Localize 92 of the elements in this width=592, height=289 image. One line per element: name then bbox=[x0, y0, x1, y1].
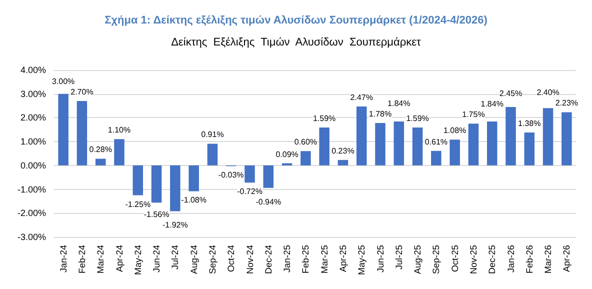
data-label: 0.91% bbox=[201, 130, 224, 140]
x-tick-label: Jan-25 bbox=[282, 245, 292, 273]
data-label: -0.94% bbox=[256, 198, 282, 207]
y-tick-label: 2.00% bbox=[20, 112, 46, 123]
bar bbox=[244, 165, 255, 183]
bar bbox=[151, 165, 162, 203]
y-tick-label: -3.00% bbox=[17, 232, 46, 242]
x-tick-label: Aug-25 bbox=[412, 245, 423, 274]
bar bbox=[524, 132, 535, 166]
bar bbox=[114, 139, 124, 166]
x-tick-label: Jan-24 bbox=[58, 245, 68, 273]
x-tick-label: Sep-24 bbox=[207, 245, 218, 274]
y-tick-label: 3.00% bbox=[20, 88, 46, 99]
data-label: 0.23% bbox=[332, 146, 354, 156]
data-label: 1.75% bbox=[462, 110, 485, 120]
bar bbox=[58, 94, 68, 166]
bar bbox=[486, 122, 498, 166]
chart-subtitle: Δείκτης Εξέλιξης Τιμών Αλυσίδων Σουπερμάρκετ bbox=[171, 36, 422, 48]
data-label: 2.40% bbox=[536, 88, 560, 98]
x-tick-label: Sep-25 bbox=[431, 245, 442, 274]
data-label: 0.28% bbox=[89, 145, 112, 154]
data-label: -1.08% bbox=[181, 196, 206, 205]
data-label: 0.61% bbox=[424, 137, 448, 146]
data-label: 1.08% bbox=[443, 126, 466, 136]
x-tick-label: Aug-24 bbox=[188, 245, 199, 274]
x-tick-label: Jul-24 bbox=[170, 245, 180, 270]
bar bbox=[95, 158, 106, 166]
data-label: 2.70% bbox=[70, 88, 94, 97]
x-tick-label: Nov-24 bbox=[244, 245, 255, 274]
data-label: -1.92% bbox=[162, 220, 188, 230]
x-tick-label: Feb-24 bbox=[76, 245, 87, 274]
x-tick-label: Feb-25 bbox=[300, 245, 311, 274]
data-label: 1.10% bbox=[108, 126, 131, 135]
bar bbox=[300, 151, 311, 166]
data-label: 2.47% bbox=[350, 93, 373, 102]
x-tick-label: Nov-25 bbox=[468, 245, 478, 274]
y-tick-label: -1.00% bbox=[17, 184, 46, 194]
data-label: -1.25% bbox=[125, 200, 151, 209]
x-tick-label: Oct-24 bbox=[226, 245, 236, 272]
data-label: -0.72% bbox=[237, 187, 262, 196]
data-label: 1.59% bbox=[406, 114, 429, 123]
data-label: 0.09% bbox=[276, 150, 298, 159]
x-tick-label: May-25 bbox=[356, 245, 367, 276]
y-tick-label: -2.00% bbox=[17, 208, 46, 218]
bar bbox=[188, 165, 199, 192]
bar bbox=[132, 165, 144, 196]
y-tick-label: 4.00% bbox=[20, 65, 46, 75]
data-label: -0.03% bbox=[218, 170, 244, 180]
x-tick-label: Jan-26 bbox=[506, 245, 516, 273]
x-tick-label: Mar-24 bbox=[96, 245, 106, 274]
x-tick-label: Mar-26 bbox=[543, 245, 554, 274]
x-tick-label: Jul-25 bbox=[394, 245, 404, 270]
data-label: -1.56% bbox=[144, 210, 170, 220]
data-label: 1.84% bbox=[388, 98, 410, 108]
bar bbox=[412, 127, 423, 166]
chart-title: Σχήμα 1: Δείκτης εξέλιξης τιμών Αλυσίδων Σουπερμάρκετ (1/2024-4/2026) bbox=[104, 14, 488, 26]
x-tick-label: Dec-25 bbox=[487, 245, 498, 274]
bar bbox=[431, 150, 442, 166]
bar bbox=[468, 124, 479, 166]
data-label: 0.60% bbox=[294, 138, 318, 147]
x-tick-label: Mar-25 bbox=[319, 245, 330, 274]
y-tick-label: 1.00% bbox=[20, 136, 46, 147]
bar bbox=[506, 106, 516, 166]
bar bbox=[76, 101, 88, 166]
data-label: 1.59% bbox=[312, 114, 336, 123]
x-tick-label: Jun-24 bbox=[152, 245, 162, 273]
y-tick-label: 0.00% bbox=[20, 160, 46, 170]
data-label: 3.00% bbox=[52, 77, 75, 86]
data-label: 2.45% bbox=[499, 89, 522, 98]
x-tick-label: Apr-25 bbox=[338, 245, 348, 272]
data-label: 1.84% bbox=[480, 100, 504, 109]
bar bbox=[356, 106, 367, 166]
x-tick-label: Apr-24 bbox=[114, 245, 124, 272]
x-tick-label: Dec-24 bbox=[263, 245, 274, 274]
x-tick-label: Oct-25 bbox=[450, 245, 460, 272]
bar bbox=[319, 127, 330, 166]
data-label: 1.38% bbox=[518, 119, 541, 128]
bar bbox=[394, 122, 404, 166]
data-label: 2.23% bbox=[555, 98, 578, 108]
x-tick-label: May-24 bbox=[132, 245, 143, 276]
x-tick-label: Apr-26 bbox=[562, 245, 572, 272]
x-tick-label: Jun-25 bbox=[375, 245, 386, 273]
x-tick-label: Feb-26 bbox=[524, 245, 534, 274]
bar bbox=[207, 144, 218, 166]
data-label: 1.78% bbox=[368, 109, 392, 118]
bar bbox=[338, 160, 348, 166]
bar bbox=[542, 108, 554, 166]
bar bbox=[375, 122, 386, 166]
bar bbox=[562, 112, 572, 166]
bar bbox=[263, 165, 274, 188]
bar bbox=[170, 165, 180, 212]
bar bbox=[450, 140, 460, 166]
